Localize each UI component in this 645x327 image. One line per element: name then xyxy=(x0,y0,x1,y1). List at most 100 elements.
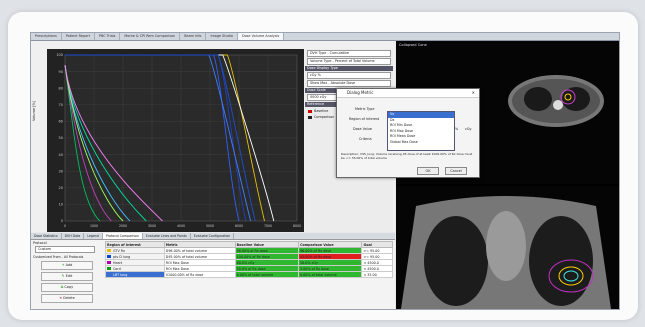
metric-type-option[interactable]: ROI Mean Dose xyxy=(390,134,416,138)
metric-type-option[interactable]: ROI Min Dose xyxy=(390,123,413,127)
y-tick-label: 40 xyxy=(59,153,63,157)
bottom-tab-5[interactable]: Evaluate Configuration xyxy=(191,233,235,239)
comparison-swatch xyxy=(308,115,312,119)
delete-button[interactable]: ✕ Delete xyxy=(41,294,93,303)
ct-contour-ctv-coronal xyxy=(563,270,579,282)
bottom-tab-2[interactable]: Legend xyxy=(84,233,103,239)
button-label: Copy xyxy=(64,285,74,289)
bottom-tab-1[interactable]: DVH Data xyxy=(62,233,85,239)
roi-color-swatch xyxy=(107,255,111,258)
y-tick-label: 50 xyxy=(59,136,63,140)
ct-contour-gtv xyxy=(564,93,572,101)
add-button[interactable]: + Add xyxy=(41,261,93,270)
metric-type-option[interactable]: Vx xyxy=(388,112,454,118)
tab-1[interactable]: Patient Report xyxy=(62,33,95,40)
edit-icon: ✎ xyxy=(61,274,66,278)
ct-lung-right-coronal xyxy=(529,216,593,306)
roi-cell: LBT lung xyxy=(105,271,165,278)
ct-spine xyxy=(553,100,563,110)
bottom-tabs: Dose Statistics DVH Data Legend Protocol Co… xyxy=(31,233,395,240)
x-tick-label: 0 xyxy=(64,224,66,228)
tab-6[interactable]: Dose Volume Analysis xyxy=(237,33,285,40)
ct-coronal-image xyxy=(401,196,611,309)
baseline-label: Baseline xyxy=(314,109,329,113)
y-tick-label: 80 xyxy=(59,86,63,90)
roi-color-swatch xyxy=(107,261,111,264)
ct-axial-image xyxy=(508,75,604,127)
legend-comparison: Comparison xyxy=(308,115,390,119)
tab-3[interactable]: Monte & CPI Rem Comparison xyxy=(120,33,181,40)
ct-views: Collapsed Cone xyxy=(396,41,619,309)
metric-type-list[interactable]: Vx Dx ROI Min Dose ROI Max Dose ROI Mean Dos… xyxy=(387,111,455,151)
dose-display-select[interactable]: cGy % xyxy=(307,72,391,79)
edit-button[interactable]: ✎ Edit xyxy=(41,272,93,281)
dialog-title-text: Dialog Metric xyxy=(347,90,374,95)
table-row[interactable]: ptv D lung D95.00% of total volume 100.00%… xyxy=(105,253,393,260)
copy-button[interactable]: ⧉ Copy xyxy=(41,283,93,292)
x-tick-label: 2000 xyxy=(119,224,127,228)
y-tick-label: 30 xyxy=(59,169,63,173)
roi-color-swatch xyxy=(107,249,111,252)
metric-type-option[interactable]: Global Max Dose xyxy=(390,139,418,144)
metric-type-option[interactable]: Dx xyxy=(390,117,395,122)
y-tick-label: 10 xyxy=(59,203,63,207)
button-label: Add xyxy=(65,263,73,267)
dvh-curve xyxy=(64,64,147,222)
volume-type-select[interactable]: Volume Type - Percent of Total Volume xyxy=(307,58,391,65)
app-window: Prescriptions Patient Report PBC Trials Mon… xyxy=(30,32,620,310)
roi-name: GTV Rx xyxy=(113,248,125,253)
protocol-panel: Dose Statistics DVH Data Legend Protocol Co… xyxy=(31,233,395,309)
roi-name: Heart xyxy=(113,260,123,265)
baseline-cell: 0.00% of total volume xyxy=(234,271,300,278)
x-tick-label: 6000 xyxy=(235,224,243,228)
roi-name: LBT lung xyxy=(113,272,128,277)
x-tick-label: 3000 xyxy=(148,224,156,228)
customized-from-label: Customized From - All Protocols xyxy=(33,255,84,259)
metric-description: Description: V95_lung: Volume receiving … xyxy=(341,152,473,160)
dvh-curve xyxy=(65,54,252,222)
ct-coronal-view[interactable] xyxy=(396,186,619,309)
unit-percent: % xyxy=(455,127,459,131)
ct-lung-left xyxy=(524,87,552,111)
metric-type-option[interactable]: ROI Max Dose xyxy=(390,128,414,133)
dose-value-label: Dose Value xyxy=(353,127,372,131)
roi-name: ptv D lung xyxy=(113,254,131,259)
x-tick-label: 1000 xyxy=(90,224,98,228)
ok-button[interactable]: OK xyxy=(417,167,439,175)
roi-name: Cord xyxy=(113,266,121,271)
y-tick-label: 70 xyxy=(59,103,63,107)
ct-contour-ptv xyxy=(560,89,576,105)
comparison-label: Comparison xyxy=(314,115,335,119)
button-label: Delete xyxy=(63,296,75,300)
table-body: GTV Rx D98.00% of total volume 98.00% of R… xyxy=(105,247,393,278)
dialog-metric: Dialog Metric ✕ Metric Type Region of In… xyxy=(336,88,480,178)
show-max-select[interactable]: Show Max - Absolute Dose xyxy=(307,80,391,87)
dvh-curve xyxy=(64,64,163,222)
x-tick-label: 4000 xyxy=(177,224,185,228)
bottom-tab-4[interactable]: Evaluate Lines and Points xyxy=(143,233,191,239)
close-icon[interactable]: ✕ xyxy=(471,90,475,95)
bottom-tab-3[interactable]: Protocol Comparison xyxy=(102,233,143,239)
delete-icon: ✕ xyxy=(59,296,64,300)
protocol-buttons: + Add ✎ Edit ⧉ Copy ✕ Delete xyxy=(33,261,103,303)
ct-view-label: Collapsed Cone xyxy=(399,43,427,47)
tab-5[interactable]: Image Studio xyxy=(206,33,238,40)
table-header: Region of Interest Metric Baseline Value Co… xyxy=(105,241,393,248)
bottom-tab-0[interactable]: Dose Statistics xyxy=(31,233,62,239)
dvh-type-select[interactable]: DVH Type - Cumulative xyxy=(307,50,391,57)
x-tick-label: 8000 xyxy=(293,224,301,228)
button-label: Edit xyxy=(65,274,73,278)
table-row[interactable]: LBT lung V1000.00% of Rx dose 0.00% of tot… xyxy=(105,271,393,278)
legend-baseline: Baseline xyxy=(308,109,390,113)
unit-cgy: cGy xyxy=(465,127,472,131)
tab-4[interactable]: Beam Info xyxy=(180,33,207,40)
add-icon: + xyxy=(61,263,66,267)
tab-2[interactable]: PBC Trials xyxy=(95,33,121,40)
tab-0[interactable]: Prescriptions xyxy=(31,33,62,40)
protocol-sidebar: Protocol Custom Customized From - All Pr… xyxy=(33,241,103,307)
ct-mediastinum xyxy=(486,211,526,281)
protocol-select[interactable]: Custom xyxy=(35,246,95,253)
cancel-button[interactable]: Cancel xyxy=(445,167,467,175)
baseline-swatch xyxy=(308,109,312,113)
